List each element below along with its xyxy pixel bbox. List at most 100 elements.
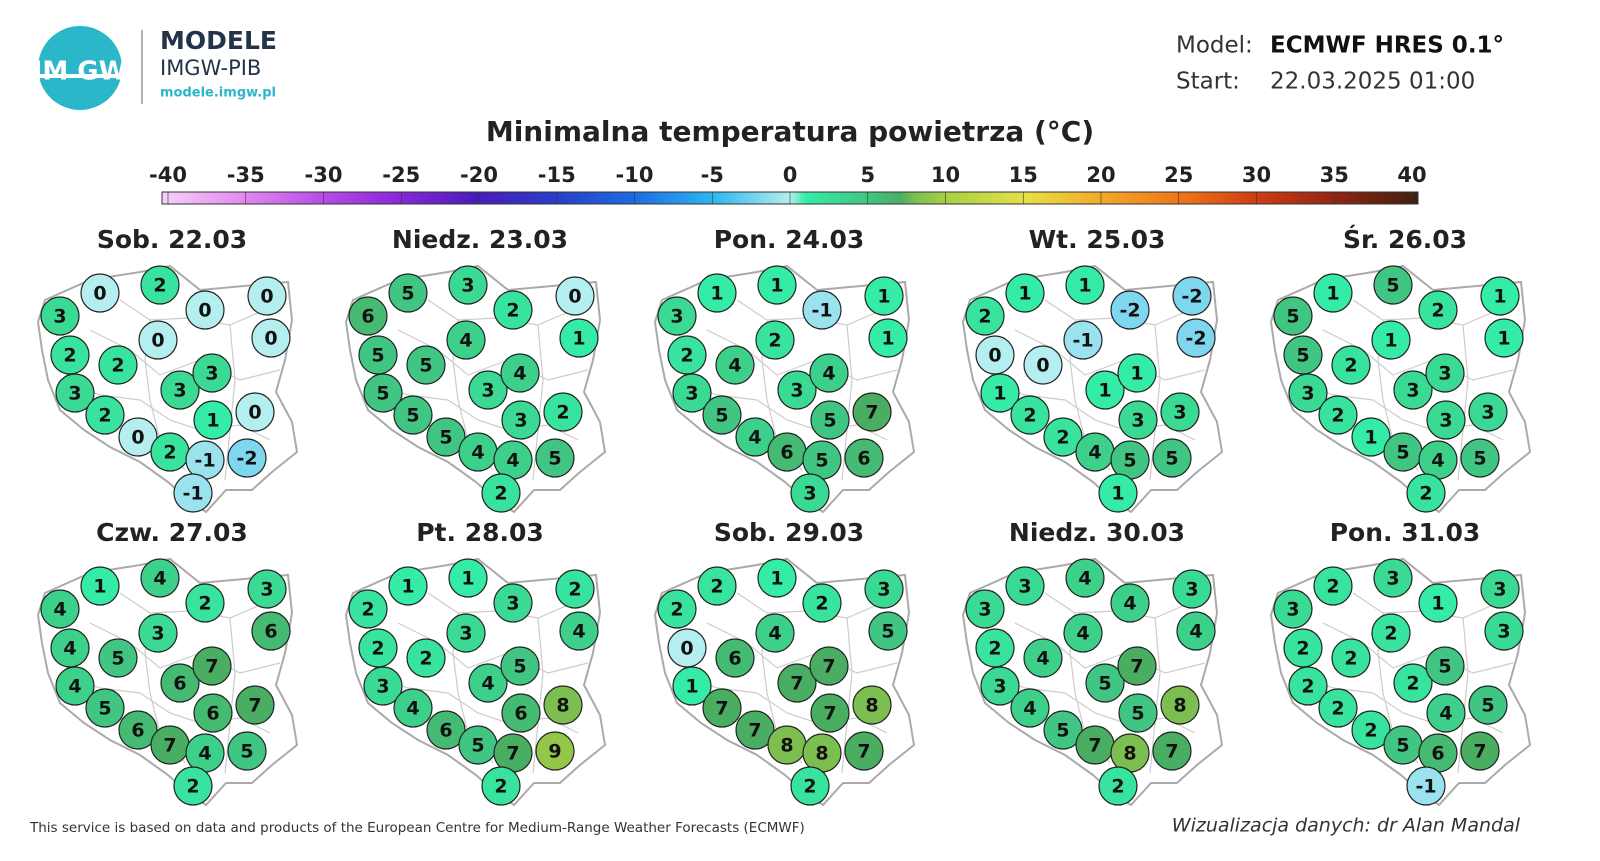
station-marker: [348, 589, 388, 629]
station-marker: [975, 335, 1015, 375]
station-marker: [697, 273, 737, 313]
station-marker: [468, 370, 508, 410]
station-marker: [755, 613, 795, 653]
title: Minimalna temperatura powietrza (°C): [486, 115, 1094, 148]
station-value: 7: [506, 743, 519, 765]
station-marker: [1318, 395, 1358, 435]
station-value: 4: [748, 427, 761, 449]
station-marker: [393, 688, 433, 728]
station-value: 2: [1344, 648, 1357, 670]
station-marker: [868, 318, 908, 358]
station-value: 2: [1023, 405, 1036, 427]
station-value: 5: [715, 405, 728, 427]
station-value: 6: [780, 442, 793, 464]
map-title: Niedz. 30.03: [1009, 518, 1185, 547]
station-value: 6: [857, 448, 870, 470]
station-marker: [138, 320, 178, 360]
station-marker: [446, 613, 486, 653]
station-value: 1: [1431, 593, 1444, 615]
station-value: 2: [1301, 676, 1314, 698]
station-value: 6: [206, 703, 219, 725]
station-value: 7: [822, 656, 835, 678]
station-marker: [193, 400, 233, 440]
station-value: 3: [1493, 579, 1506, 601]
station-marker: [1468, 685, 1508, 725]
station-marker: [667, 335, 707, 375]
station-marker: [864, 569, 904, 609]
station-marker: [500, 353, 540, 393]
station-value: 2: [186, 776, 199, 798]
station-marker: [1406, 766, 1446, 806]
station-value: 2: [1344, 355, 1357, 377]
station-marker: [40, 589, 80, 629]
station-value: -1: [194, 450, 215, 472]
station-value: 2: [556, 402, 569, 424]
station-value: 2: [494, 483, 507, 505]
station-value: 4: [513, 363, 526, 385]
station-marker: [85, 688, 125, 728]
map-title: Pon. 24.03: [714, 225, 865, 254]
station-marker: [118, 710, 158, 750]
station-value: 1: [1497, 328, 1510, 350]
station-value: 4: [1023, 698, 1036, 720]
colorbar-tick-label: -30: [305, 163, 343, 187]
colorbar-tick-label: -10: [616, 163, 654, 187]
station-value: 8: [556, 695, 569, 717]
station-value: 0: [1036, 355, 1049, 377]
station-value: -2: [1185, 328, 1206, 350]
station-marker: [1152, 731, 1192, 771]
station-marker: [426, 710, 466, 750]
station-marker: [358, 628, 398, 668]
station-marker: [1273, 589, 1313, 629]
station-marker: [1010, 395, 1050, 435]
station-value: 5: [1438, 656, 1451, 678]
station-marker: [702, 395, 742, 435]
station-value: 1: [206, 410, 219, 432]
station-marker: [1117, 646, 1157, 686]
station-value: 5: [548, 448, 561, 470]
station-value: 4: [198, 743, 211, 765]
station-value: 3: [506, 593, 519, 615]
station-marker: [192, 353, 232, 393]
station-value: 2: [1364, 720, 1377, 742]
station-marker: [235, 392, 275, 432]
station-value: 7: [865, 402, 878, 424]
colorbar-tick-label: -35: [227, 163, 265, 187]
station-marker: [555, 276, 595, 316]
station-value: 7: [248, 695, 261, 717]
station-value: 5: [881, 621, 894, 643]
station-marker: [251, 318, 291, 358]
station-marker: [657, 296, 697, 336]
station-value: 5: [1396, 442, 1409, 464]
brand: MODELE: [160, 26, 277, 55]
station-value: 3: [790, 380, 803, 402]
station-marker: [227, 438, 267, 478]
station-value: 4: [1439, 703, 1452, 725]
station-value: 5: [401, 283, 414, 305]
station-value: 1: [685, 676, 698, 698]
station-marker: [1418, 583, 1458, 623]
station-value: 5: [1131, 703, 1144, 725]
station-marker: [1331, 638, 1371, 678]
station-value: 2: [419, 648, 432, 670]
station-value: 3: [481, 380, 494, 402]
station-marker: [348, 296, 388, 336]
station-value: 2: [111, 355, 124, 377]
station-marker: [393, 395, 433, 435]
station-marker: [1172, 276, 1212, 316]
credit: Wizualizacja danych: dr Alan Mandal: [1172, 815, 1521, 837]
station-marker: [802, 290, 842, 330]
station-marker: [1373, 265, 1413, 305]
station-value: 1: [1493, 286, 1506, 308]
station-marker: [1371, 613, 1411, 653]
station-marker: [1043, 417, 1083, 457]
station-value: 1: [770, 568, 783, 590]
station-marker: [868, 611, 908, 651]
station-value: 4: [1088, 442, 1101, 464]
station-marker: [1460, 731, 1500, 771]
station-value: 3: [68, 383, 81, 405]
url: modele.imgw.pl: [160, 86, 276, 101]
